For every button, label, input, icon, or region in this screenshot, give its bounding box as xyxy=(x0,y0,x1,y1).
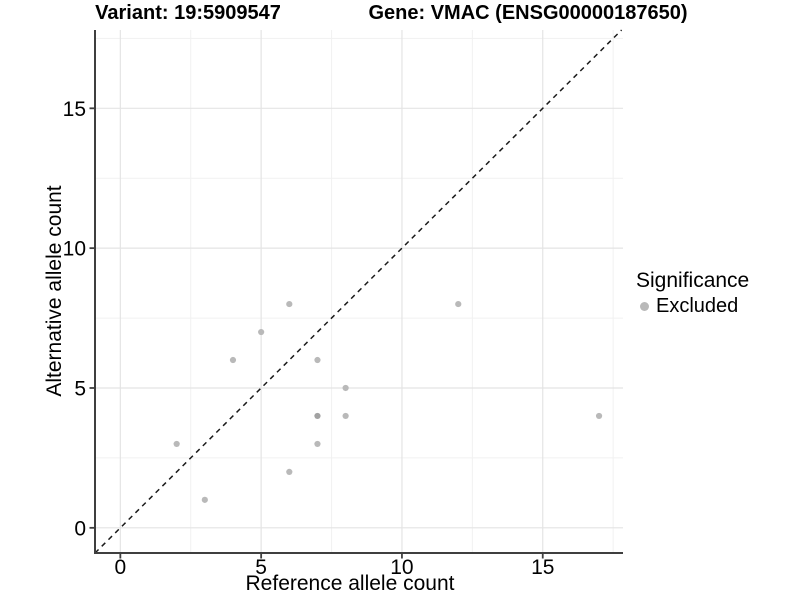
identity-line xyxy=(94,29,623,554)
x-tick-label: 5 xyxy=(255,556,267,579)
legend-title: Significance xyxy=(636,269,750,292)
y-tick-label: 10 xyxy=(63,238,86,261)
gene-title: Gene: VMAC (ENSG00000187650) xyxy=(368,2,688,24)
data-point xyxy=(595,412,603,420)
x-tick-label: 0 xyxy=(115,556,127,579)
data-point xyxy=(286,468,293,475)
data-point xyxy=(201,496,208,503)
legend-item-excluded: Excluded xyxy=(636,295,749,318)
x-tick-label: 10 xyxy=(390,556,413,579)
data-point xyxy=(342,384,349,392)
data-point xyxy=(258,328,265,336)
data-point xyxy=(314,356,321,364)
legend-item-label: Excluded xyxy=(656,295,739,318)
variant-title: Variant: 19:5909547 xyxy=(95,2,281,24)
data-point xyxy=(342,412,349,420)
data-point xyxy=(314,440,321,448)
data-point xyxy=(455,300,462,308)
y-tick-label: 15 xyxy=(63,98,86,121)
y-axis-title: Alternative allele count xyxy=(43,185,66,397)
data-point xyxy=(286,300,293,308)
x-tick-label: 15 xyxy=(531,556,554,579)
data-point xyxy=(173,440,180,448)
excluded-point-icon xyxy=(640,302,649,312)
x-axis-title: Reference allele count xyxy=(245,572,455,595)
legend: Significance Excluded xyxy=(636,269,749,318)
data-point xyxy=(229,356,237,364)
y-tick-label: 0 xyxy=(74,517,86,540)
data-point xyxy=(314,412,321,420)
y-tick-label: 5 xyxy=(74,377,86,400)
